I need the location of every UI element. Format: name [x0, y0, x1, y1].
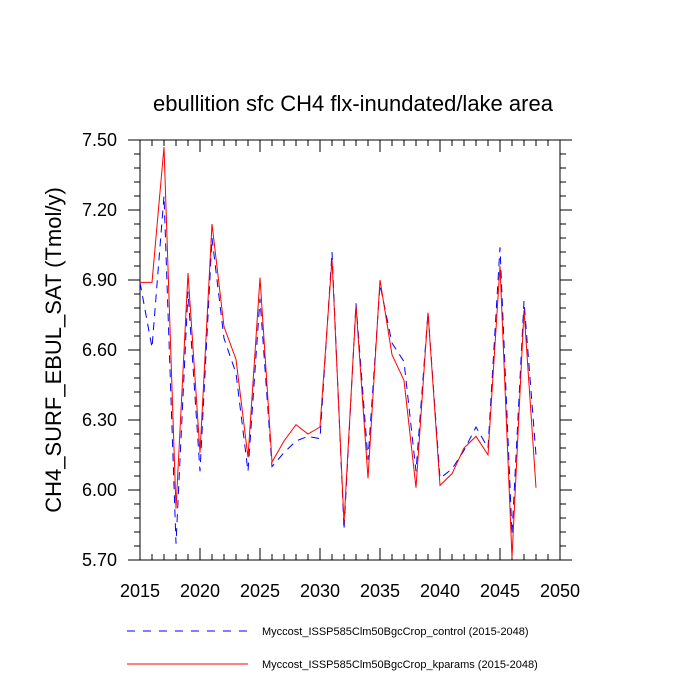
- y-tick-label: 6.30: [82, 410, 117, 430]
- chart-title: ebullition sfc CH4 flx-inundated/lake ar…: [153, 91, 554, 116]
- series-line-0: [139, 195, 537, 544]
- x-tick-label: 2020: [180, 581, 220, 601]
- y-tick-label: 7.50: [82, 130, 117, 150]
- y-axis-label: CH4_SURF_EBUL_SAT (Tmol/y): [41, 187, 66, 513]
- plot-frame: [139, 139, 561, 561]
- series-line-1: [140, 146, 537, 558]
- y-tick-label: 7.20: [82, 200, 117, 220]
- y-tick-label: 6.00: [82, 480, 117, 500]
- x-tick-label: 2045: [480, 581, 520, 601]
- x-tick-label: 2050: [540, 581, 580, 601]
- x-tick-label: 2030: [300, 581, 340, 601]
- axis-ticks: 2015 2020 2025 2030 2035 2040 2045 2050 5.70 6.00…: [82, 130, 580, 601]
- y-tick-label: 6.60: [82, 340, 117, 360]
- x-tick-label: 2025: [240, 581, 280, 601]
- legend: Myccost_ISSP585Clm50BgcCrop_control (201…: [127, 626, 538, 671]
- legend-label-control: Myccost_ISSP585Clm50BgcCrop_control (201…: [262, 626, 529, 638]
- x-tick-label: 2040: [420, 581, 460, 601]
- x-tick-label: 2015: [120, 581, 160, 601]
- y-tick-label: 6.90: [82, 270, 117, 290]
- y-tick-label: 5.70: [82, 550, 117, 570]
- series-layer: [139, 146, 537, 558]
- x-tick-label: 2035: [360, 581, 400, 601]
- legend-label-kparams: Myccost_ISSP585Clm50BgcCrop_kparams (201…: [262, 659, 538, 671]
